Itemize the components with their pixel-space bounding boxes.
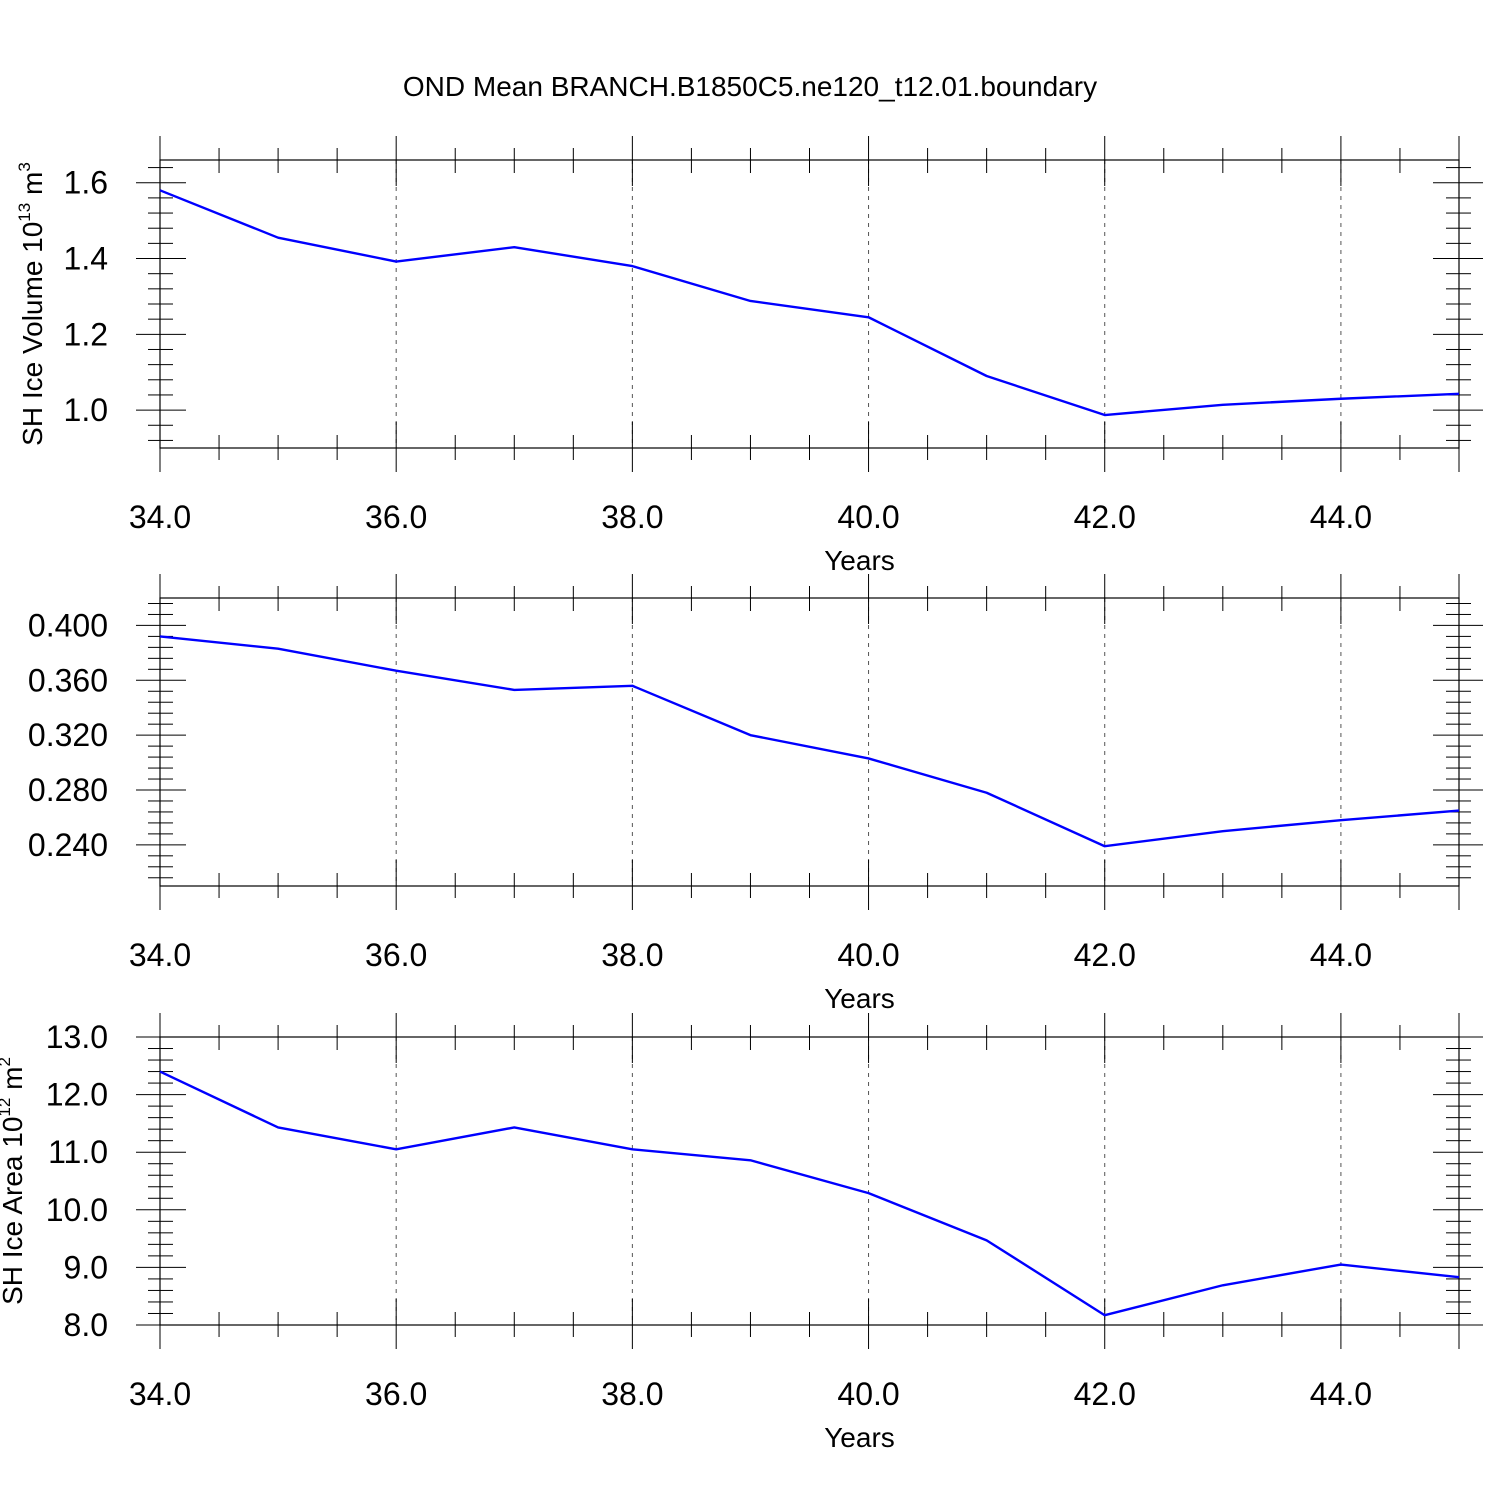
y-tick-label: 1.6 [64,165,108,201]
plot-frame [160,160,1459,448]
y-tick-label: 11.0 [48,1134,108,1170]
x-tick-label: 34.0 [129,499,191,535]
x-axis-label: Years [824,983,895,1014]
y-tick-label: 0.400 [28,607,108,643]
panel-2: 34.0 36.0 38.0 40.0 42.0 44.0 0.240 0.280 0.320 0… [28,574,1483,1014]
plot-frame [160,598,1459,886]
y-tick-label: 0.360 [28,662,108,698]
y-axis-label-text: SH Ice Volume 10 [17,222,48,446]
panel-1: 34.0 36.0 38.0 40.0 42.0 44.0 1.0 1.2 1.4 1.6 Year… [15,136,1483,576]
y-tick-label: 10.0 [46,1192,108,1228]
y-tick-label: 9.0 [64,1249,108,1285]
y-axis-label-exp: 12 [0,1098,14,1117]
x-tick-label: 34.0 [129,937,191,973]
y-tick-label: 12.0 [46,1077,108,1113]
y-tick-label: 0.240 [28,827,108,863]
x-tick-label: 40.0 [837,937,899,973]
x-tick-label: 34.0 [129,1376,191,1412]
x-tick-label: 44.0 [1310,1376,1372,1412]
series-line [160,636,1459,846]
y-tick-label: 1.2 [64,316,108,352]
x-tick-label: 38.0 [601,1376,663,1412]
series-line [160,1072,1459,1316]
x-tick-label: 36.0 [365,1376,427,1412]
y-tick-label: 0.280 [28,772,108,808]
y-axis-label-unit: m [0,1067,28,1098]
y-axis-label: SH Ice Area 1012 m2 [0,1057,28,1305]
x-tick-label: 38.0 [601,937,663,973]
x-tick-label: 36.0 [365,499,427,535]
y-tick-label: 13.0 [46,1019,108,1055]
x-tick-label: 44.0 [1310,937,1372,973]
y-tick-label: 8.0 [64,1307,108,1343]
y-axis-label-unit-exp: 3 [15,162,34,171]
y-tick-label: 1.4 [64,241,108,277]
y-axis-label-exp: 13 [15,203,34,222]
y-axis-label: SH Ice Volume 1013 m3 [15,162,48,446]
y-axis-label-unit-exp: 2 [0,1057,14,1066]
y-axis-label-text: SH Ice Area 10 [0,1117,28,1305]
x-axis-label: Years [824,1422,895,1453]
x-tick-label: 36.0 [365,937,427,973]
x-tick-label: 38.0 [601,499,663,535]
panel-3: 34.0 36.0 38.0 40.0 42.0 44.0 8.0 9.0 10.0 11.0 12… [0,1013,1483,1453]
x-tick-label: 42.0 [1074,499,1136,535]
x-tick-label: 42.0 [1074,937,1136,973]
plot-frame [160,1037,1459,1325]
figure-title: OND Mean BRANCH.B1850C5.ne120_t12.01.bou… [403,71,1097,102]
x-tick-label: 40.0 [837,499,899,535]
y-tick-label: 1.0 [64,392,108,428]
x-tick-label: 44.0 [1310,499,1372,535]
series-line [160,190,1459,415]
y-axis-label-unit: m [17,172,48,203]
y-tick-label: 0.320 [28,717,108,753]
x-tick-label: 42.0 [1074,1376,1136,1412]
x-tick-label: 40.0 [837,1376,899,1412]
x-axis-label: Years [824,545,895,576]
